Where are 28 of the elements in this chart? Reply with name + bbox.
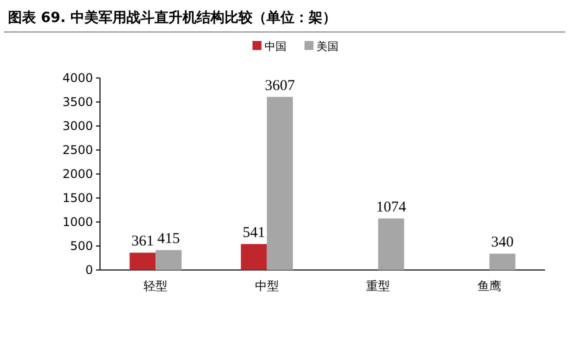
y-tick-label: 500 — [70, 239, 93, 253]
x-tick-label: 重型 — [366, 279, 390, 293]
legend-label: 美国 — [316, 40, 338, 53]
bar — [240, 244, 267, 270]
y-tick-label: 0 — [85, 263, 93, 277]
data-label: 361 — [131, 234, 154, 250]
bar — [130, 252, 156, 270]
x-tick-label: 鱼鹰 — [477, 279, 502, 293]
legend-label: 中国 — [264, 40, 286, 53]
bar — [489, 254, 516, 270]
bar — [266, 96, 293, 270]
chart-title: 图表 69. 中美军用战斗直升机结构比较（单位：架） — [8, 9, 337, 26]
data-label: 340 — [491, 234, 514, 251]
data-label: 541 — [242, 225, 266, 242]
x-tick-label: 轻型 — [144, 279, 168, 293]
y-tick-label: 1000 — [62, 215, 93, 229]
y-tick-label: 4000 — [62, 71, 93, 85]
y-tick-label: 3000 — [62, 119, 93, 133]
data-label: 1074 — [376, 199, 407, 216]
y-tick-label: 3500 — [62, 95, 93, 109]
data-label: 415 — [157, 231, 180, 248]
y-tick-label: 2500 — [62, 143, 93, 157]
y-tick-label: 1500 — [62, 191, 93, 205]
data-label: 3607 — [264, 78, 296, 94]
bar — [156, 250, 182, 270]
x-tick-label: 中型 — [254, 279, 279, 293]
bar — [378, 218, 404, 270]
y-tick-label: 2000 — [62, 167, 93, 181]
